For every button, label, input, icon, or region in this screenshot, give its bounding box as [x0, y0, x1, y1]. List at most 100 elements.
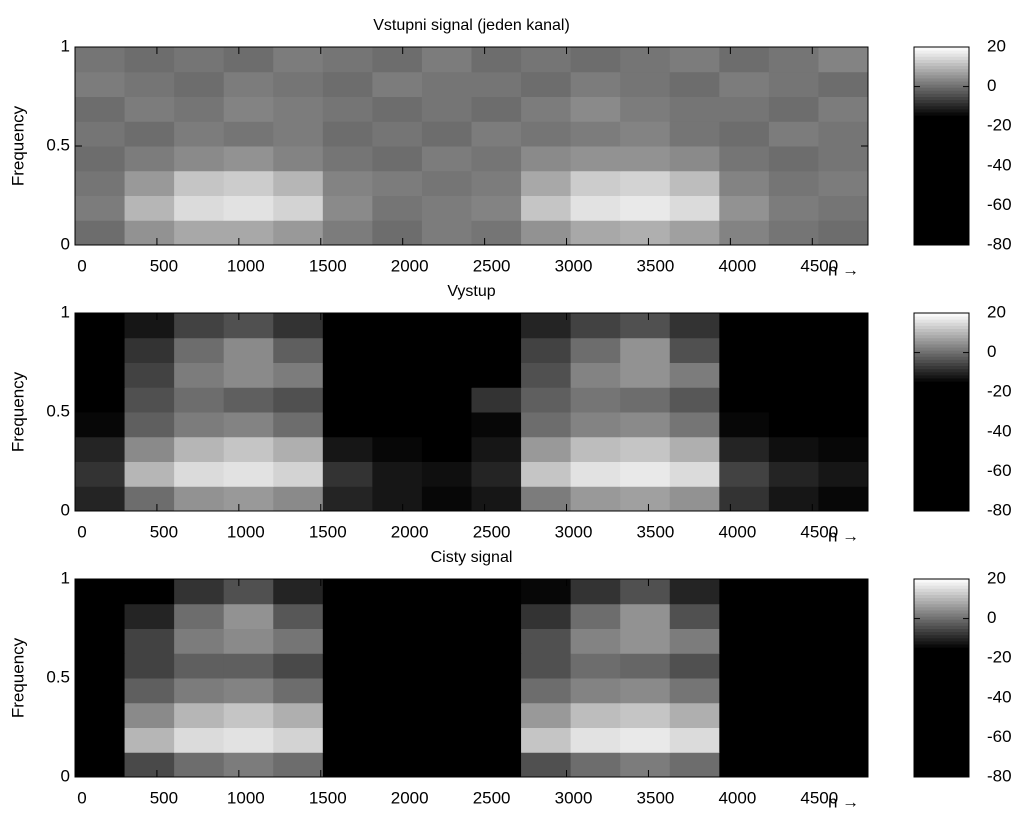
cell: [521, 678, 572, 704]
cell: [273, 47, 324, 73]
cell: [521, 461, 572, 487]
cell: [719, 628, 770, 654]
cell: [372, 412, 423, 438]
cell: [174, 387, 225, 413]
colorbar-tick-label: -80: [987, 766, 1012, 785]
colorbar-step: [914, 56, 969, 60]
cell: [570, 461, 621, 487]
cell: [174, 653, 225, 679]
cell: [273, 195, 324, 221]
x-tick-label: 1500: [309, 256, 347, 275]
cell: [273, 653, 324, 679]
cell: [273, 146, 324, 172]
x-tick-label: 3000: [555, 256, 593, 275]
colorbar-step: [914, 770, 969, 775]
cell: [719, 603, 770, 629]
cell: [174, 702, 225, 728]
colorbar-step: [914, 442, 969, 447]
cell: [421, 678, 472, 704]
cell: [471, 752, 522, 778]
cell: [322, 220, 373, 246]
cell: [223, 727, 274, 753]
colorbar-step: [914, 415, 969, 419]
cell: [421, 752, 472, 778]
cell: [322, 579, 373, 605]
cell: [620, 678, 671, 704]
cell: [768, 220, 819, 246]
colorbar-step: [914, 458, 969, 462]
cell: [818, 146, 869, 172]
colorbar-step: [914, 668, 969, 673]
x-tick-label: 1000: [227, 522, 265, 541]
colorbar-step: [914, 492, 969, 497]
cell: [174, 461, 225, 487]
cell: [768, 47, 819, 73]
colorbar-step: [914, 183, 969, 187]
colorbar-step: [914, 606, 969, 611]
colorbar-step: [914, 724, 969, 728]
colorbar-step: [914, 343, 969, 348]
colorbar-step: [914, 752, 969, 756]
colorbar-step: [914, 74, 969, 79]
cell: [75, 387, 126, 413]
colorbar-step: [914, 176, 969, 181]
cell: [322, 752, 373, 778]
colorbar-step: [914, 594, 969, 599]
cell: [818, 220, 869, 246]
cell: [124, 752, 175, 778]
cell: [174, 146, 225, 172]
cell: [818, 387, 869, 413]
colorbar-step: [914, 721, 969, 725]
cell: [818, 170, 869, 196]
colorbar-step: [914, 674, 969, 679]
cell: [570, 412, 621, 438]
colorbar-step: [914, 232, 969, 237]
cell: [620, 337, 671, 363]
cell: [372, 47, 423, 73]
colorbar-step: [914, 430, 969, 435]
cell: [471, 362, 522, 388]
cell: [768, 603, 819, 629]
colorbar-step: [914, 483, 969, 487]
cell: [421, 313, 472, 339]
cell: [768, 96, 819, 122]
cell: [322, 461, 373, 487]
y-axis-label: Frequency: [8, 105, 27, 186]
cell: [223, 436, 274, 462]
colorbar-step: [914, 579, 969, 583]
cell: [669, 47, 720, 73]
cell: [75, 412, 126, 438]
cell: [570, 146, 621, 172]
colorbar-step: [914, 470, 969, 475]
cell: [75, 628, 126, 654]
cell: [719, 387, 770, 413]
colorbar-step: [914, 136, 969, 141]
colorbar-step: [914, 489, 969, 493]
cell: [421, 628, 472, 654]
colorbar-step: [914, 198, 969, 203]
colorbar-step: [914, 340, 969, 345]
cell: [273, 121, 324, 147]
cell: [669, 170, 720, 196]
colorbar-step: [914, 96, 969, 101]
cell: [818, 603, 869, 629]
cell: [669, 628, 720, 654]
cell: [124, 337, 175, 363]
colorbar-step: [914, 149, 969, 153]
cell: [719, 170, 770, 196]
cell: [521, 412, 572, 438]
colorbar-step: [914, 223, 969, 227]
colorbar-step: [914, 111, 969, 116]
cell: [174, 362, 225, 388]
colorbar-step: [914, 356, 969, 360]
colorbar-step: [914, 350, 969, 354]
cell: [669, 702, 720, 728]
cell: [471, 727, 522, 753]
cell: [75, 727, 126, 753]
colorbar-step: [914, 439, 969, 444]
cell: [322, 702, 373, 728]
y-tick-label: 0: [61, 766, 70, 785]
colorbar-step: [914, 678, 969, 682]
y-axis-label: Frequency: [8, 637, 27, 718]
cell: [174, 337, 225, 363]
